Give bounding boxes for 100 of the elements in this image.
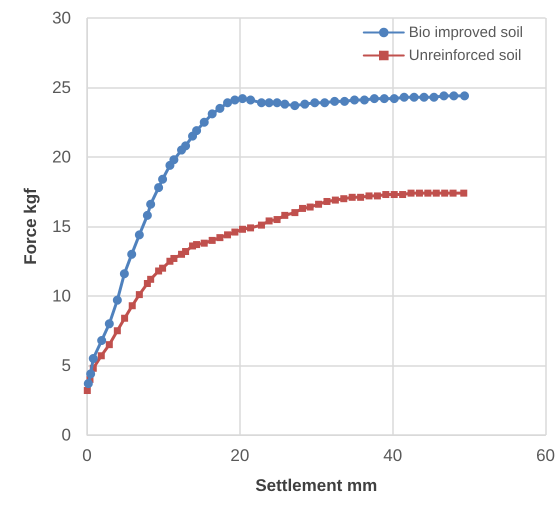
point	[159, 264, 166, 272]
point	[330, 96, 340, 106]
y-tick-label: 30	[52, 8, 71, 28]
point	[147, 276, 154, 283]
point	[360, 96, 369, 105]
x-tick-label: 20	[230, 446, 250, 465]
point	[146, 200, 156, 209]
point	[264, 98, 274, 108]
y-tick-label: 15	[52, 217, 71, 236]
point	[332, 196, 339, 204]
point	[230, 96, 240, 105]
point	[231, 228, 238, 236]
point	[104, 319, 114, 328]
point	[120, 269, 129, 278]
point	[340, 195, 348, 202]
point	[134, 230, 144, 240]
point	[154, 183, 164, 192]
point	[246, 96, 256, 105]
point	[350, 96, 359, 105]
point	[215, 104, 224, 113]
point	[390, 191, 398, 198]
y-axis-title: Force kgf	[21, 188, 40, 265]
point	[88, 354, 98, 364]
point	[420, 92, 429, 102]
point	[86, 369, 96, 378]
point	[112, 296, 122, 305]
point	[399, 191, 406, 198]
point	[224, 231, 232, 238]
legend-label: Unreinforced soil	[408, 47, 522, 64]
point	[374, 192, 381, 200]
point	[340, 96, 350, 106]
point	[142, 210, 152, 220]
point	[181, 141, 190, 150]
point	[416, 190, 423, 197]
point	[258, 222, 265, 229]
point	[208, 236, 216, 244]
point	[98, 352, 105, 360]
point	[84, 387, 91, 394]
y-tick-label: 10	[52, 286, 71, 306]
y-tick-label: 20	[52, 148, 71, 166]
point	[266, 217, 273, 224]
point	[429, 92, 438, 102]
point	[216, 234, 224, 242]
point	[432, 190, 440, 197]
x-axis-title: Settlement mm	[255, 476, 378, 495]
point	[193, 241, 200, 248]
point	[408, 190, 415, 197]
point	[223, 98, 232, 108]
point	[299, 204, 306, 212]
point	[439, 91, 448, 100]
point	[366, 192, 373, 200]
point	[460, 190, 468, 197]
point	[274, 216, 281, 224]
point	[208, 109, 217, 118]
point	[315, 200, 322, 208]
point	[127, 250, 136, 259]
point	[441, 190, 448, 197]
point	[320, 98, 330, 108]
point	[323, 198, 330, 205]
point	[136, 291, 143, 298]
point	[357, 194, 364, 201]
point	[128, 302, 136, 310]
point	[382, 191, 390, 198]
point	[410, 92, 419, 102]
point	[84, 379, 93, 388]
point	[239, 226, 246, 233]
point	[97, 336, 106, 345]
y-tick-label: 5	[62, 356, 71, 375]
point	[348, 194, 356, 201]
x-tick-label: 60	[536, 446, 556, 465]
point	[450, 190, 457, 197]
point	[272, 98, 282, 108]
point	[449, 91, 458, 100]
point	[400, 92, 409, 102]
point	[256, 98, 266, 108]
point	[238, 94, 248, 104]
x-tick-label: 0	[82, 446, 92, 465]
point	[280, 100, 290, 109]
point	[424, 190, 432, 197]
point	[200, 118, 209, 127]
point	[200, 240, 208, 247]
point	[247, 224, 254, 232]
point	[290, 101, 300, 110]
point	[380, 94, 389, 104]
point	[170, 254, 178, 262]
x-tick-label: 40	[383, 446, 402, 465]
point	[306, 204, 314, 211]
point	[192, 126, 202, 136]
point	[182, 248, 190, 256]
point	[114, 327, 121, 334]
point	[121, 314, 128, 322]
y-tick-label: 25	[52, 78, 71, 97]
point	[106, 341, 113, 348]
point	[291, 209, 298, 216]
point	[281, 212, 288, 219]
point	[300, 100, 310, 109]
point	[310, 98, 320, 108]
point	[460, 91, 470, 100]
y-tick-label: 0	[62, 426, 71, 444]
point	[158, 174, 168, 184]
